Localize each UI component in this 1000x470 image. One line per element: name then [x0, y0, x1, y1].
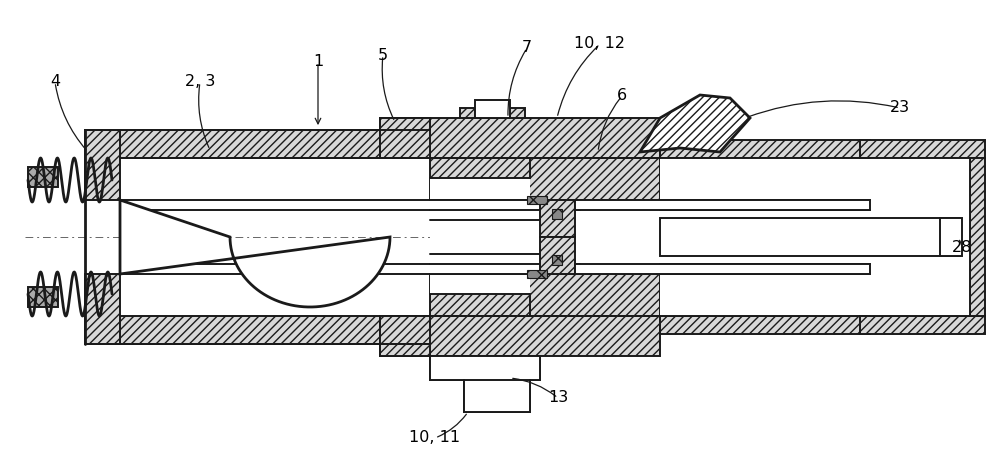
Polygon shape [660, 218, 960, 256]
Bar [940, 218, 962, 256]
Text: 6: 6 [617, 88, 627, 103]
Text: 4: 4 [50, 75, 60, 89]
Bar [464, 380, 530, 412]
Text: 23: 23 [890, 101, 910, 116]
Polygon shape [552, 255, 562, 265]
Polygon shape [120, 200, 390, 307]
Text: 7: 7 [522, 40, 532, 55]
Polygon shape [430, 356, 464, 380]
Polygon shape [430, 274, 660, 316]
Polygon shape [540, 237, 575, 274]
Polygon shape [860, 158, 970, 316]
Polygon shape [660, 140, 870, 158]
Bar [28, 287, 58, 307]
Polygon shape [660, 158, 870, 316]
Text: 2, 3: 2, 3 [185, 75, 215, 89]
Polygon shape [430, 356, 540, 412]
Polygon shape [660, 316, 870, 334]
Polygon shape [85, 130, 430, 158]
Polygon shape [475, 100, 510, 118]
Polygon shape [430, 178, 530, 200]
Text: 1: 1 [313, 55, 323, 70]
Text: 10, 11: 10, 11 [409, 431, 461, 446]
Polygon shape [380, 316, 430, 356]
Polygon shape [430, 274, 530, 294]
Polygon shape [575, 200, 870, 210]
Bar [28, 167, 58, 187]
Polygon shape [527, 196, 547, 204]
Polygon shape [510, 108, 525, 118]
Polygon shape [85, 274, 120, 344]
Polygon shape [552, 209, 562, 219]
Text: 10, 12: 10, 12 [574, 37, 626, 52]
Polygon shape [540, 200, 575, 237]
Text: 28: 28 [952, 241, 972, 256]
Text: 13: 13 [548, 391, 568, 406]
Polygon shape [430, 200, 660, 274]
Polygon shape [460, 108, 475, 118]
Polygon shape [640, 95, 750, 152]
Polygon shape [430, 158, 660, 200]
Polygon shape [527, 270, 547, 278]
Text: 5: 5 [378, 47, 388, 63]
Polygon shape [380, 118, 430, 158]
Polygon shape [575, 264, 870, 274]
Polygon shape [860, 140, 985, 158]
Polygon shape [860, 316, 985, 334]
Polygon shape [970, 158, 985, 316]
Polygon shape [380, 316, 660, 356]
Polygon shape [380, 118, 660, 158]
Polygon shape [85, 130, 120, 200]
Polygon shape [530, 356, 540, 380]
Polygon shape [85, 316, 430, 344]
